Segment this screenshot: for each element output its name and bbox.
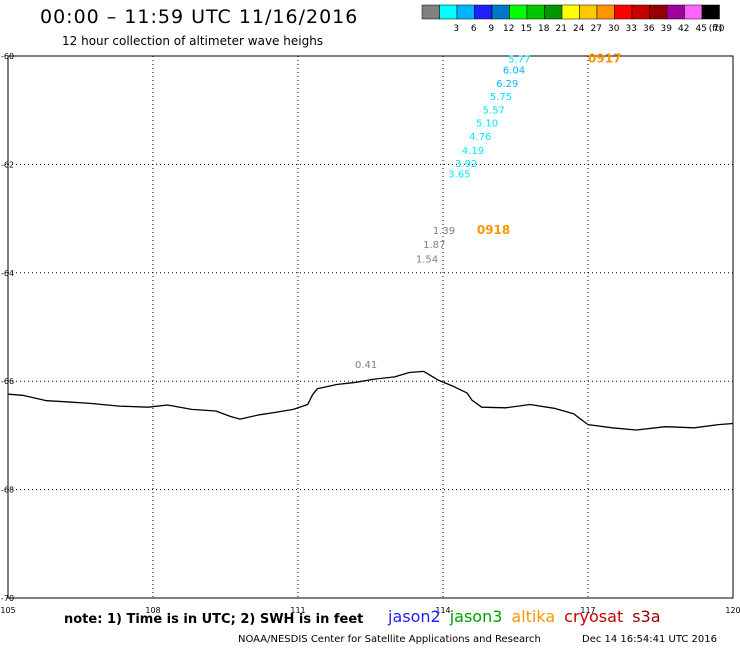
legend-label: 42 bbox=[678, 24, 689, 34]
legend-label: 30 bbox=[608, 24, 620, 34]
lat-tick-label: -68 bbox=[1, 486, 14, 495]
legend-label: 18 bbox=[538, 24, 550, 34]
swh-value: 1.39 bbox=[433, 226, 455, 237]
credit-line: NOAA/NESDIS Center for Satellite Applica… bbox=[238, 634, 541, 645]
satellite-name: altika bbox=[511, 607, 556, 626]
swh-value: 1.87 bbox=[423, 240, 445, 251]
map-frame bbox=[7, 55, 734, 599]
swh-value: 5.10 bbox=[476, 119, 498, 130]
antarctic-coastline bbox=[7, 370, 734, 431]
swh-value: 5.77 bbox=[508, 55, 530, 66]
satellite-legend: jason2 jason3 altika cryosat s3a bbox=[388, 607, 670, 626]
swh-value: 4.76 bbox=[469, 132, 491, 143]
legend-label: 36 bbox=[643, 24, 655, 34]
footnote: note: 1) Time is in UTC; 2) SWH is in fe… bbox=[64, 612, 364, 627]
lon-tick-label: 105 bbox=[0, 606, 15, 615]
swh-value: 3.65 bbox=[448, 170, 470, 181]
legend-label: 9 bbox=[488, 24, 494, 34]
generation-timestamp: Dec 14 16:54:41 UTC 2016 bbox=[582, 634, 717, 645]
satellite-name: cryosat bbox=[564, 607, 624, 626]
swh-value: 4.19 bbox=[462, 146, 484, 157]
legend-unit: (ft) bbox=[709, 24, 723, 34]
swh-value: 6.04 bbox=[503, 66, 525, 77]
legend-label: 39 bbox=[661, 24, 673, 34]
lat-tick-label: -60 bbox=[1, 52, 14, 61]
legend-label: 15 bbox=[521, 24, 532, 34]
lon-tick-label: 114 bbox=[435, 606, 450, 615]
lon-tick-label: 108 bbox=[145, 606, 160, 615]
swh-value: 1.54 bbox=[416, 255, 438, 266]
swh-value: 0.41 bbox=[355, 360, 377, 371]
lat-tick-label: -70 bbox=[1, 594, 14, 603]
legend-label: 6 bbox=[471, 24, 477, 34]
legend-label: 3 bbox=[453, 24, 459, 34]
swh-value: 5.57 bbox=[483, 106, 505, 117]
pass-time-label: 0917 bbox=[588, 52, 621, 66]
lat-tick-label: -66 bbox=[1, 377, 14, 386]
satellite-name: jason3 bbox=[449, 607, 503, 626]
lat-tick-label: -62 bbox=[1, 160, 14, 169]
legend-swatch bbox=[701, 4, 720, 20]
map-subtitle: 12 hour collection of altimeter wave hei… bbox=[62, 34, 324, 48]
legend-label: 33 bbox=[626, 24, 637, 34]
lat-tick-label: -64 bbox=[1, 269, 14, 278]
lon-tick-label: 120 bbox=[725, 606, 740, 615]
satellite-name: jason2 bbox=[388, 607, 441, 626]
pass-time-label: 0918 bbox=[477, 223, 510, 237]
swh-color-legend: 3 6 9 12 15 18 21 24 27 30 33 36 39 42 45 70(ft) bbox=[421, 4, 725, 34]
legend-label: 21 bbox=[556, 24, 567, 34]
legend-label: 45 bbox=[696, 24, 707, 34]
lon-tick-label: 117 bbox=[580, 606, 595, 615]
legend-label: 70 bbox=[713, 24, 725, 34]
legend-label: 27 bbox=[591, 24, 602, 34]
swh-value: 6.29 bbox=[496, 79, 518, 90]
satellite-name: s3a bbox=[632, 607, 661, 626]
map-title: 00:00 – 11:59 UTC 11/16/2016 bbox=[40, 6, 359, 28]
legend-label: 12 bbox=[503, 24, 514, 34]
swh-value: 3.92 bbox=[455, 159, 477, 170]
lon-tick-label: 111 bbox=[290, 606, 305, 615]
swh-value: 5.75 bbox=[490, 92, 512, 103]
legend-label: 24 bbox=[573, 24, 585, 34]
